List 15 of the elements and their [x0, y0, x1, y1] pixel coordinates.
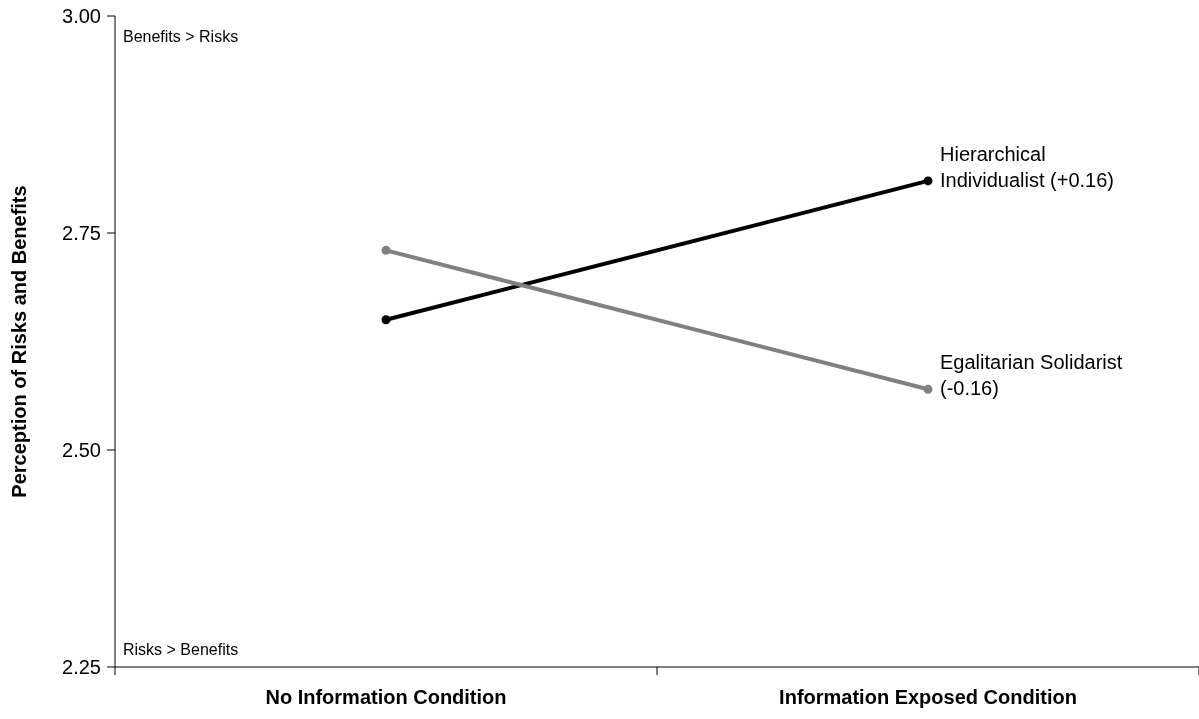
x-tick-label: Information Exposed Condition: [779, 686, 1077, 708]
annotation: Risks > Benefits: [123, 641, 239, 658]
y-axis-title: Perception of Risks and Benefits: [8, 185, 30, 498]
y-tick-label: 3.00: [62, 5, 101, 27]
series-label: Egalitarian Solidarist (-0.16): [940, 351, 1123, 400]
annotation: Benefits > Risks: [123, 28, 239, 45]
point: [923, 176, 933, 186]
y-tick-label: 2.75: [62, 222, 101, 244]
point: [923, 384, 933, 394]
y-tick-label: 2.50: [62, 439, 101, 461]
x-tick-label: No Information Condition: [265, 686, 507, 708]
series-label: Hierarchical Individualist (+0.16): [940, 142, 1114, 191]
point: [381, 315, 391, 325]
point: [381, 245, 391, 255]
y-tick-label: 2.25: [62, 656, 101, 678]
